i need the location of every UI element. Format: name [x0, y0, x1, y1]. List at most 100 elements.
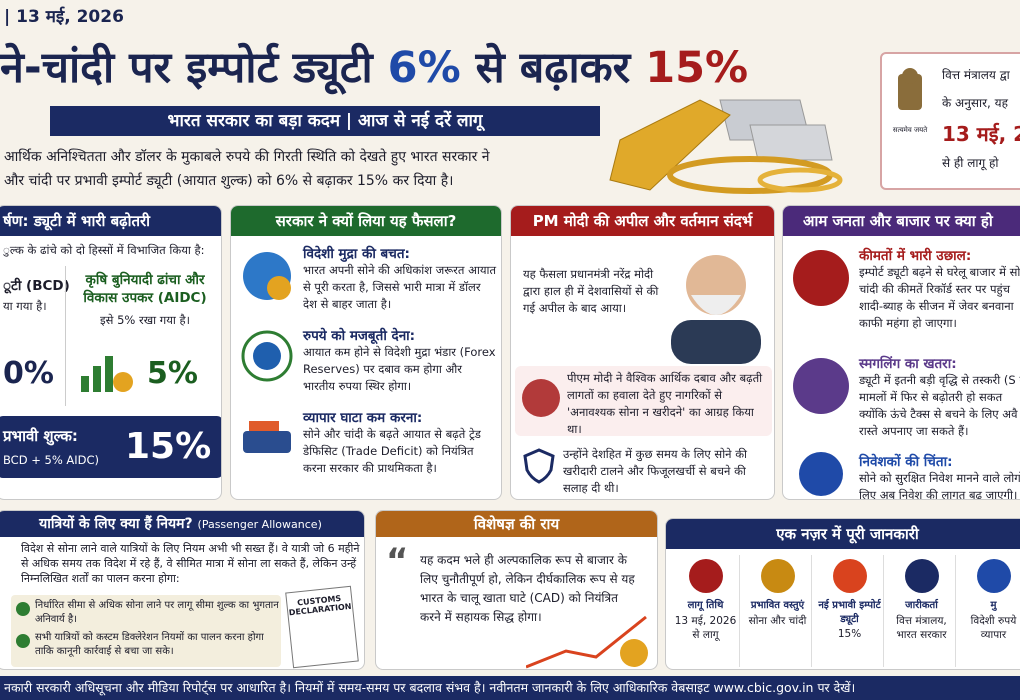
summary-label: जारीकर्ता — [905, 600, 938, 611]
summary-item: नई प्रभावी इम्पोर्ट ड्यूटी 15% — [816, 555, 884, 667]
summary-value: वित्त मंत्रालय, भारत सरकार — [896, 615, 947, 641]
check-icons — [16, 602, 30, 648]
jewelry-icon — [793, 250, 849, 306]
summary-item: लागू तिथि 13 मई, 2026 से लागू — [672, 555, 740, 667]
aidc-note: इसे 5% रखा गया है। — [100, 313, 190, 327]
intro-line: आर्थिक अनिश्चितता और डॉलर के मुकाबले रुप… — [4, 149, 490, 165]
why-item: विदेशी मुद्रा की बचत: भारत अपनी सोने की अ… — [303, 244, 497, 313]
intro: आर्थिक अनिश्चितता और डॉलर के मुकाबले रुप… — [4, 145, 604, 193]
summary-item: प्रभावित वस्तुएं सोना और चांदी — [744, 555, 812, 667]
emblem — [898, 68, 922, 110]
expert-quote: यह कदम भले ही अल्पकालिक रूप से बाजार के … — [420, 553, 635, 624]
rupee-icon-inner — [253, 342, 281, 370]
summary-row: लागू तिथि 13 मई, 2026 से लागू प्रभावित वस्… — [666, 555, 1020, 667]
summary-icon — [760, 559, 795, 593]
pm-intro: यह फैसला प्रधानमंत्री नरेंद्र मोदी द्वार… — [523, 267, 659, 315]
aidc-value: 5% — [147, 356, 198, 391]
total-label: प्रभावी शुल्क: — [3, 427, 78, 445]
footer: नकारी सरकारी अधिसूचना और मीडिया रिपोर्ट्… — [0, 676, 1020, 700]
impact-text: इम्पोर्ट ड्यूटी बढ़ने से घरेलू बाजार में… — [859, 265, 1020, 330]
summary-icon — [832, 559, 867, 593]
summary-icon — [976, 559, 1011, 593]
duty-intro: ुल्क के ढांचे को दो हिस्सों में विभाजित … — [3, 243, 205, 257]
travel-text: विदेश से सोना लाने वाले यात्रियों के लिए… — [21, 542, 360, 585]
why-heading: व्यापार घाटा कम करना: — [303, 410, 423, 426]
trend-line — [526, 615, 647, 669]
notice-line: से ही लागू हो — [942, 156, 999, 170]
why-heading: विदेशी मुद्रा की बचत: — [303, 246, 410, 262]
icon-bar — [93, 366, 101, 392]
pm-portrait — [671, 255, 761, 364]
summary-value: विदेशी रुपये व्यापार — [970, 615, 1017, 641]
summary-label: लागू तिथि — [687, 600, 724, 611]
icon-bar — [105, 356, 113, 392]
pm-panel: PM मोदी की अपील और वर्तमान संदर्भ यह फैस… — [510, 205, 775, 500]
headline-part: से बढ़ाकर — [475, 43, 631, 93]
bcd-value: 0% — [3, 356, 54, 391]
portrait-body — [671, 320, 761, 364]
impact-panel: आम जनता और बाजार पर क्या हो कीमतों में भ… — [782, 205, 1020, 500]
impact-item: कीमतों में भारी उछाल: इम्पोर्ट ड्यूटी बढ़… — [859, 246, 1020, 332]
summary-label: मु — [990, 600, 997, 611]
notice-line: वित्त मंत्रालय द्वा — [942, 68, 1010, 82]
bcd-label: ूटी (BCD) — [3, 278, 70, 294]
notice-line: के अनुसार, यह — [942, 96, 1008, 110]
ship-icon — [243, 431, 291, 453]
why-panel: सरकार ने क्यों लिया यह फैसला? विदेशी मुद… — [230, 205, 502, 500]
summary-label: प्रभावित वस्तुएं — [750, 600, 805, 611]
divider — [65, 266, 66, 406]
duty-panel: र्षण: ड्यूटी में भारी बढ़ोतरी ुल्क के ढा… — [0, 205, 222, 500]
people-icon — [522, 379, 560, 417]
coin — [620, 639, 648, 667]
emblem-shape — [898, 74, 922, 110]
why-heading: रुपये को मजबूती देना: — [303, 328, 416, 344]
icon-circle — [522, 379, 560, 417]
investor-icon — [799, 452, 843, 496]
total-value: 15% — [125, 426, 212, 467]
coin-icon — [267, 276, 291, 300]
gold-bar — [609, 99, 731, 191]
notice-box: सत्यमेव जयते वित्त मंत्रालय द्वा के अनुस… — [880, 52, 1020, 190]
customs-form: CUSTOMS DECLARATION — [285, 585, 359, 669]
icon-bar — [81, 376, 89, 392]
impact-text: ड्यूटी में इतनी बड़ी वृद्धि से तस्करी (S… — [859, 373, 1020, 438]
panel-heading: एक नज़र में पूरी जानकारी — [666, 519, 1020, 549]
rules-box: निर्धारित सीमा से अधिक सोना लाने पर लागू… — [11, 595, 281, 667]
impact-heading: कीमतों में भारी उछाल: — [859, 248, 972, 264]
growth-graphic — [526, 615, 648, 669]
headline: ने-चांदी पर इम्पोर्ट ड्यूटी 6% से बढ़ाकर… — [0, 36, 748, 95]
impact-item: निवेशकों की चिंता: सोने को सुरक्षित निवेश… — [859, 452, 1020, 499]
impact-heading: निवेशकों की चिंता: — [859, 454, 953, 470]
why-text: आयात कम होने से विदेशी मुद्रा भंडार (For… — [303, 345, 496, 393]
headline-old-rate: 6% — [387, 43, 461, 93]
total-box: प्रभावी शुल्क: BCD + 5% AIDC) 15% — [0, 416, 221, 478]
rule: निर्धारित सीमा से अधिक सोना लाने पर लागू… — [35, 600, 279, 625]
why-text: भारत अपनी सोने की अधिकांश जरूरत आयात से … — [303, 263, 497, 311]
aidc-label: कृषि बुनियादी ढांचा और विकास उपकर (AIDC) — [83, 272, 207, 306]
summary-panel: एक नज़र में पूरी जानकारी लागू तिथि 13 मई,… — [665, 518, 1020, 670]
pm-point: पीएम मोदी ने वैश्विक आर्थिक दबाव और बढ़त… — [567, 371, 763, 436]
gold-jewelry — [667, 156, 833, 194]
panel-heading: सरकार ने क्यों लिया यह फैसला? — [231, 206, 501, 236]
notice-date: 13 मई, 2 — [942, 122, 1020, 146]
travel-title: यात्रियों के लिए क्या हैं नियम? — [39, 516, 193, 532]
gold-illustration — [609, 99, 843, 194]
impact-heading: स्मगलिंग का खतरा: — [859, 356, 957, 372]
why-icons — [241, 252, 293, 453]
impact-icons — [793, 250, 849, 496]
panel-heading: आम जनता और बाजार पर क्या हो — [783, 206, 1020, 236]
headline-new-rate: 15% — [645, 43, 749, 93]
rule: सभी यात्रियों को कस्टम डिक्लेरेशन नियमों… — [35, 632, 264, 657]
intro-line: और चांदी पर प्रभावी इम्पोर्ट ड्यूटी (आया… — [4, 173, 454, 189]
pm-point-box: पीएम मोदी ने वैश्विक आर्थिक दबाव और बढ़त… — [515, 366, 772, 436]
headline-part: ने-चांदी पर इम्पोर्ट ड्यूटी — [0, 43, 373, 93]
summary-value: 13 मई, 2026 से लागू — [674, 615, 737, 641]
summary-icon — [688, 559, 723, 593]
banner: भारत सरकार का बड़ा कदम | आज से नई दरें ल… — [50, 106, 600, 136]
summary-label: नई प्रभावी इम्पोर्ट ड्यूटी — [818, 600, 881, 625]
panel-heading: PM मोदी की अपील और वर्तमान संदर्भ — [511, 206, 774, 236]
summary-icon — [904, 559, 939, 593]
summary-value: सोना और चांदी — [748, 615, 807, 627]
quote-mark: “ — [386, 541, 409, 581]
